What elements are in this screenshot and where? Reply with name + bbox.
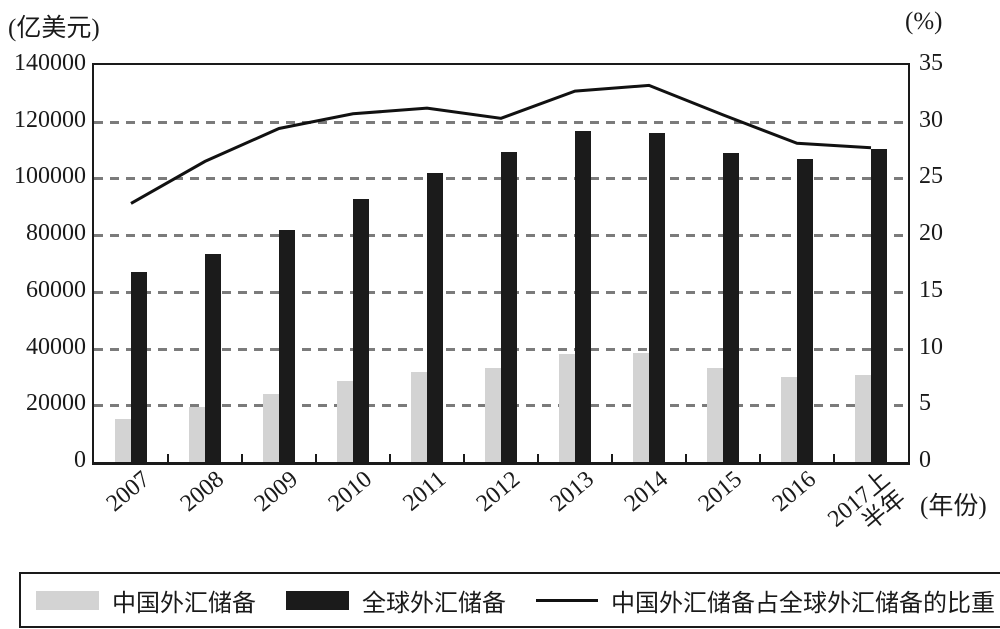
x-axis-tick xyxy=(167,454,169,462)
right-axis-tick-label: 35 xyxy=(919,50,943,76)
bar-global-fx-reserves xyxy=(797,158,813,462)
bar-china-fx-reserves xyxy=(781,376,797,462)
left-axis-tick-label: 40000 xyxy=(26,333,86,360)
x-axis-unit-label: (年份) xyxy=(920,493,987,520)
bar-global-fx-reserves xyxy=(501,152,517,462)
legend-label-china-fx-reserves: 中国外汇储备 xyxy=(112,590,256,617)
gridline xyxy=(94,120,908,124)
bar-global-fx-reserves xyxy=(871,148,887,462)
bar-global-fx-reserves xyxy=(205,253,221,462)
legend-swatch-china-fx-reserves xyxy=(36,590,99,610)
bar-global-fx-reserves xyxy=(279,230,295,462)
plot-area xyxy=(92,63,910,465)
x-axis-tick xyxy=(611,454,613,462)
left-axis-tick-label: 20000 xyxy=(26,390,86,417)
legend-swatch-global-fx-reserves xyxy=(286,590,349,610)
legend-label-china-share-of-global: 中国外汇储备占全球外汇储备的比重 xyxy=(611,590,995,617)
x-axis-tick xyxy=(389,454,391,462)
left-axis-tick-label: 100000 xyxy=(14,163,86,190)
bar-china-fx-reserves xyxy=(707,367,723,462)
bar-china-fx-reserves xyxy=(115,418,131,462)
right-axis-tick-label: 25 xyxy=(919,163,943,190)
left-axis-tick-label: 140000 xyxy=(14,50,86,76)
x-axis-tick xyxy=(315,454,317,462)
x-axis-tick xyxy=(241,454,243,462)
right-axis-tick-label: 0 xyxy=(919,447,931,473)
bar-china-fx-reserves xyxy=(263,393,279,462)
bar-china-fx-reserves xyxy=(337,381,353,462)
bar-global-fx-reserves xyxy=(575,131,591,462)
china-share-of-global-polyline xyxy=(130,83,872,205)
bar-china-fx-reserves xyxy=(189,406,205,462)
china-share-of-global-line xyxy=(130,83,872,205)
bar-global-fx-reserves xyxy=(131,272,147,462)
bar-china-fx-reserves xyxy=(855,375,871,462)
x-axis-tick xyxy=(685,454,687,462)
legend-item-china-share-of-global: 中国外汇储备占全球外汇储备的比重 xyxy=(536,583,995,618)
legend-item-global-fx-reserves: 全球外汇储备 xyxy=(286,583,506,618)
legend-label-global-fx-reserves: 全球外汇储备 xyxy=(362,590,506,617)
x-axis-tick xyxy=(463,454,465,462)
legend-item-china-fx-reserves: 中国外汇储备 xyxy=(36,583,256,618)
legend: 中国外汇储备 全球外汇储备 中国外汇储备占全球外汇储备的比重 xyxy=(19,572,1000,628)
bar-global-fx-reserves xyxy=(427,172,443,462)
left-axis-tick-label: 120000 xyxy=(14,106,86,133)
bar-global-fx-reserves xyxy=(649,133,665,462)
left-axis-tick-label: 80000 xyxy=(26,220,86,247)
x-axis-tick xyxy=(759,454,761,462)
bar-china-fx-reserves xyxy=(411,371,427,462)
right-axis-tick-label: 20 xyxy=(919,220,943,247)
bar-global-fx-reserves xyxy=(723,152,739,462)
left-axis-tick-label: 0 xyxy=(74,447,86,473)
right-axis-tick-label: 5 xyxy=(919,390,931,417)
right-axis-unit-label: (%) xyxy=(905,8,943,35)
legend-swatch-china-share-of-global xyxy=(536,598,598,602)
x-axis-tick xyxy=(833,454,835,462)
right-axis-tick-label: 15 xyxy=(919,276,943,303)
bar-china-fx-reserves xyxy=(559,353,575,462)
bar-china-fx-reserves xyxy=(485,368,501,462)
right-axis-tick-label: 10 xyxy=(919,333,943,360)
left-axis-tick-label: 60000 xyxy=(26,276,86,303)
bar-global-fx-reserves xyxy=(353,199,369,462)
bar-china-fx-reserves xyxy=(633,353,649,462)
left-axis-unit-label: (亿美元) xyxy=(8,15,100,42)
right-axis-tick-label: 30 xyxy=(919,106,943,133)
x-axis-tick xyxy=(537,454,539,462)
